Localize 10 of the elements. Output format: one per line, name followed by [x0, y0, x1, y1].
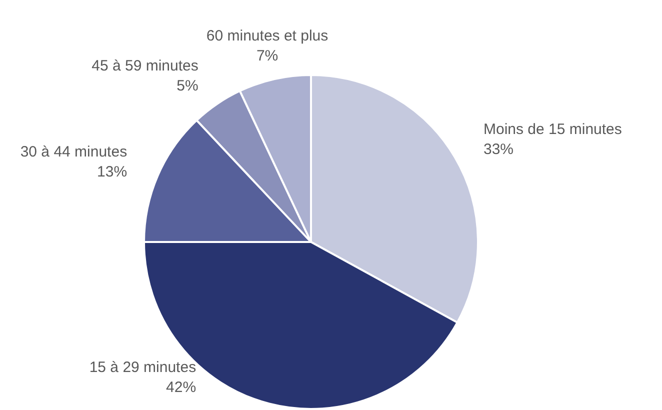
- slice-label: 60 minutes et plus: [206, 28, 328, 45]
- data-label: 5%: [176, 77, 198, 94]
- slice-label: 30 à 44 minutes: [20, 144, 128, 161]
- data-label: 33%: [483, 141, 514, 158]
- slice-label: 15 à 29 minutes: [89, 359, 196, 376]
- data-label: 42%: [166, 379, 196, 396]
- slice-label: Moins de 15 minutes: [483, 121, 622, 138]
- data-label: 7%: [256, 48, 278, 65]
- slice-label: 45 à 59 minutes: [92, 57, 198, 74]
- data-label: 13%: [97, 164, 128, 181]
